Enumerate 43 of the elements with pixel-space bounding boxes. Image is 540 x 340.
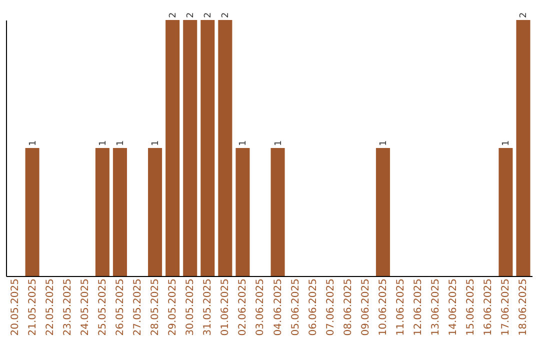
data-label: 1: [502, 140, 512, 146]
x-tick-label: 22.05.2025: [44, 278, 56, 336]
data-label: 1: [28, 140, 38, 146]
data-label: 2: [204, 12, 214, 18]
data-label: 2: [221, 12, 232, 18]
x-tick-label: 04.06.2025: [272, 278, 284, 336]
x-tick-label: 29.05.2025: [168, 278, 179, 336]
x-tick-label: 24.05.2025: [80, 278, 91, 336]
data-label: 1: [116, 140, 126, 146]
x-tick-label: 23.05.2025: [62, 278, 74, 336]
x-tick-label: 08.06.2025: [342, 278, 354, 336]
x-tick-label: 03.06.2025: [255, 278, 266, 336]
data-label: 2: [168, 12, 179, 18]
x-tick-label: 30.05.2025: [185, 278, 196, 336]
data-label: 1: [238, 140, 249, 146]
x-tick-label: 02.06.2025: [238, 278, 249, 336]
x-tick-label: 13.06.2025: [430, 278, 442, 336]
x-tick-label: 14.06.2025: [448, 278, 460, 336]
x-tick-label: 07.06.2025: [325, 278, 336, 336]
x-tick-label: 28.05.2025: [150, 278, 162, 336]
data-label: 2: [186, 12, 196, 18]
x-tick-label: 06.06.2025: [308, 278, 319, 336]
data-label: 2: [519, 12, 530, 18]
data-label: 1: [274, 140, 284, 146]
x-tick-label: 25.05.2025: [97, 278, 108, 336]
data-label: 1: [378, 140, 389, 146]
x-tick-label: 21.05.2025: [27, 278, 38, 336]
x-tick-label: 09.06.2025: [360, 278, 372, 336]
data-label: 1: [151, 140, 162, 146]
x-tick-label: 01.06.2025: [220, 278, 232, 336]
x-tick-label: 11.06.2025: [396, 278, 406, 336]
x-tick-label: 18.06.2025: [518, 278, 530, 336]
x-tick-label: 05.06.2025: [290, 278, 302, 336]
x-tick-label: 10.06.2025: [378, 278, 389, 336]
x-tick-label: 31.05.2025: [202, 278, 214, 336]
x-tick-label: 27.05.2025: [132, 278, 144, 336]
x-tick-label: 15.06.2025: [466, 278, 477, 336]
x-tick-label: 26.05.2025: [114, 278, 126, 336]
x-tick-label: 16.06.2025: [483, 278, 494, 336]
x-tick-label: 12.06.2025: [413, 278, 424, 336]
x-tick-label: 20.05.2025: [10, 278, 21, 336]
data-label: 1: [98, 140, 108, 146]
x-tick-label: 17.06.2025: [500, 278, 512, 336]
